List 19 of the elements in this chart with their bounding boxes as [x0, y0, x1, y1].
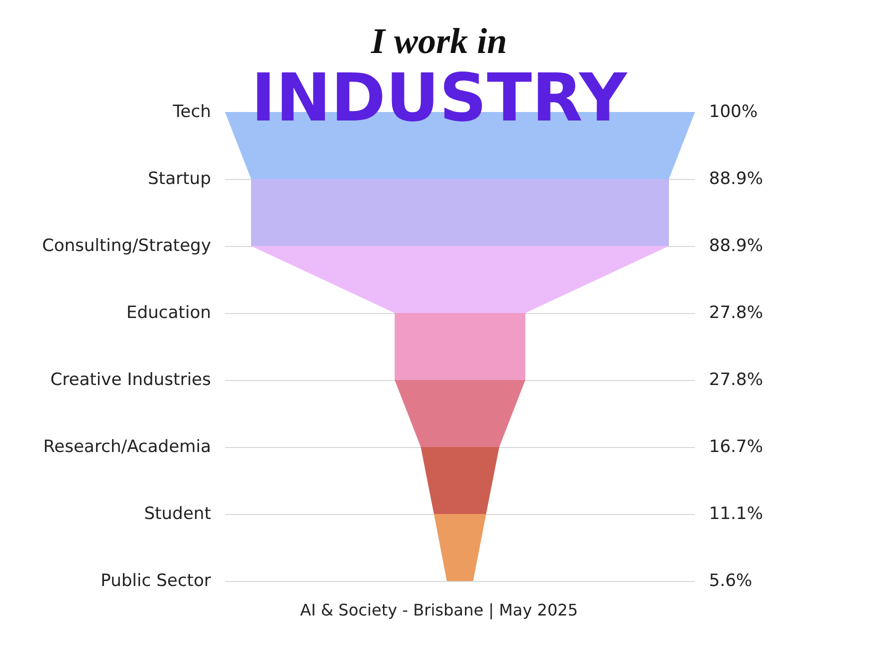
data-label: 16.7%: [709, 437, 764, 457]
data-label: 88.9%: [709, 169, 764, 189]
text: I work in: [370, 21, 508, 61]
data-label: 27.8%: [709, 303, 764, 323]
category-label: Consulting/Strategy: [42, 236, 211, 256]
data-label: 100%: [709, 102, 758, 122]
category-label: Research/Academia: [43, 437, 211, 457]
category-label: Education: [126, 303, 211, 323]
text: AI & Society - Brisbane | May 2025: [300, 600, 578, 620]
category-label: Tech: [172, 102, 211, 122]
category-label: Startup: [148, 169, 211, 189]
category-label: Student: [144, 504, 212, 524]
category-label: Public Sector: [100, 571, 212, 591]
data-label: 88.9%: [709, 236, 764, 256]
data-label: 11.1%: [709, 504, 764, 524]
data-label: 27.8%: [709, 370, 764, 390]
category-label: Creative Industries: [50, 370, 212, 390]
text: INDUSTRY: [251, 60, 628, 136]
data-label: 5.6%: [709, 571, 752, 591]
